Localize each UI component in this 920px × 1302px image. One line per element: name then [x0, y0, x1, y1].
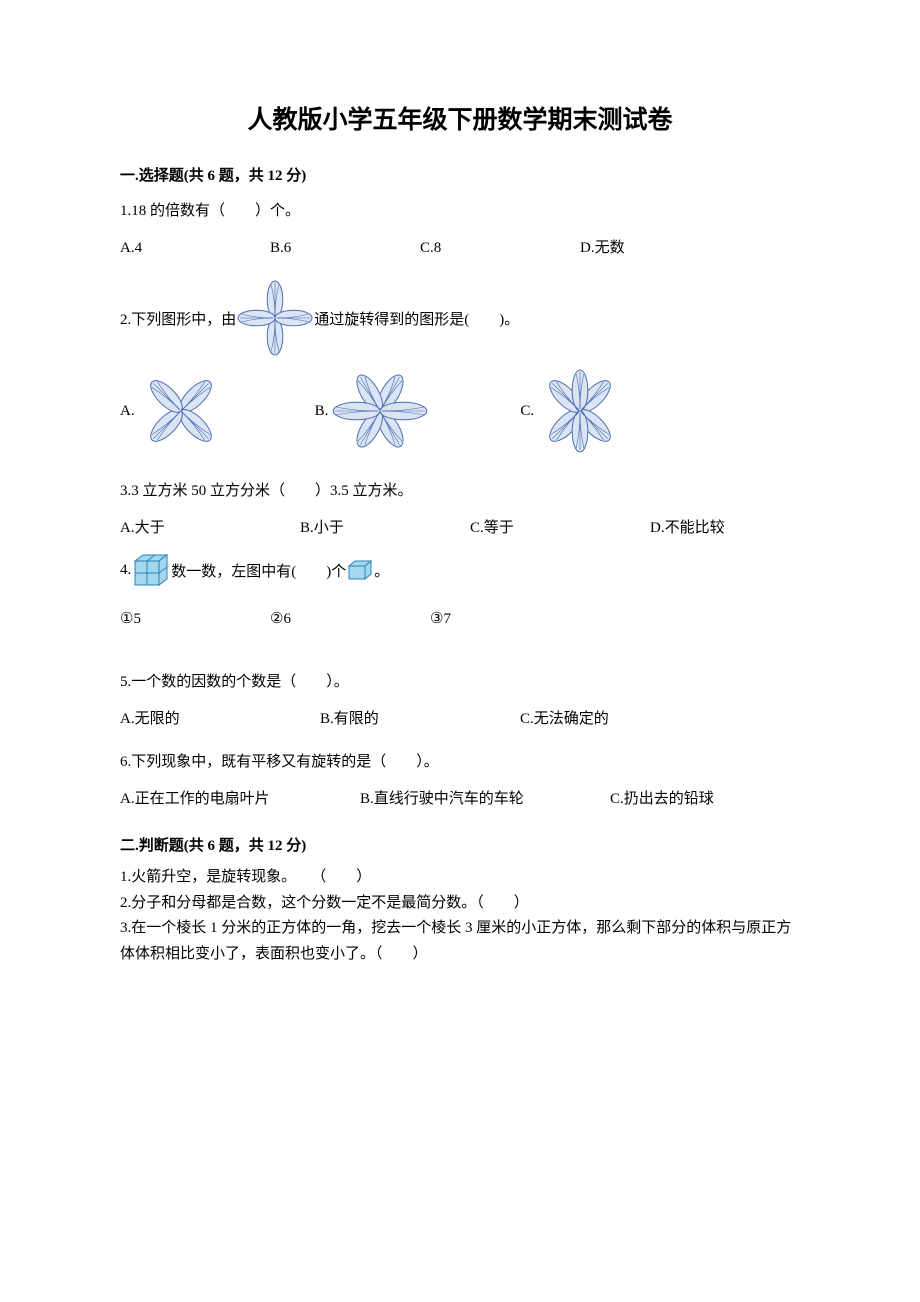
q1-opt-c: C.8	[420, 232, 540, 265]
q3-options: A.大于 B.小于 C.等于 D.不能比较	[120, 512, 800, 545]
q3-opt-c: C.等于	[470, 512, 650, 545]
q2-opt-b: B.	[315, 372, 431, 450]
flower-icon	[137, 367, 225, 455]
q3-opt-d: D.不能比较	[650, 512, 725, 545]
q2-options: A. B	[120, 367, 800, 455]
section-2-header: 二.判断题(共 6 题，共 12 分)	[120, 834, 800, 855]
cube-2x2-icon	[131, 551, 171, 589]
q4-opt-1: ①5	[120, 603, 270, 636]
flower-icon	[236, 279, 314, 357]
q5-text: 5.一个数的因数的个数是（ ）。	[120, 666, 800, 699]
q5-opt-a: A.无限的	[120, 703, 320, 736]
q3-opt-a: A.大于	[120, 512, 300, 545]
q1-text: 1.18 的倍数有（ ）个。	[120, 195, 800, 228]
page-title: 人教版小学五年级下册数学期末测试卷	[120, 100, 800, 136]
q2-row: 2.下列图形中，由 通过旋转得到的图形是( )。	[120, 279, 800, 357]
q4-row: 4. 数一数，左图中有( )个	[120, 551, 800, 589]
q2-opt-c-label: C.	[520, 403, 534, 420]
q4-middle: 数一数，左图中有( )个	[171, 560, 346, 581]
section-1-header: 一.选择题(共 6 题，共 12 分)	[120, 164, 800, 185]
s2-q3: 3.在一个棱长 1 分米的正方体的一角，挖去一个棱长 3 厘米的小正方体，那么剩…	[120, 916, 800, 967]
q5-opt-b: B.有限的	[320, 703, 520, 736]
q6-options: A.正在工作的电扇叶片 B.直线行驶中汽车的车轮 C.扔出去的铅球	[120, 783, 800, 816]
q2-suffix: 通过旋转得到的图形是( )。	[314, 308, 519, 329]
q6-opt-c: C.扔出去的铅球	[610, 783, 714, 816]
q4-prefix: 4.	[120, 562, 131, 579]
q6-text: 6.下列现象中，既有平移又有旋转的是（ ）。	[120, 746, 800, 779]
q5-opt-c: C.无法确定的	[520, 703, 609, 736]
flower-icon	[536, 367, 624, 455]
flower-icon	[330, 372, 430, 450]
q6-opt-a: A.正在工作的电扇叶片	[120, 783, 360, 816]
q2-prefix: 2.下列图形中，由	[120, 308, 236, 329]
q1-opt-a: A.4	[120, 232, 230, 265]
q1-opt-d: D.无数	[580, 232, 625, 265]
cube-small-icon	[346, 558, 374, 582]
q5-options: A.无限的 B.有限的 C.无法确定的	[120, 703, 800, 736]
q1-opt-b: B.6	[270, 232, 380, 265]
q4-suffix: 。	[374, 560, 389, 581]
q3-text: 3.3 立方米 50 立方分米（ ）3.5 立方米。	[120, 475, 800, 508]
s2-q2: 2.分子和分母都是合数，这个分数一定不是最简分数。（ ）	[120, 891, 800, 917]
q3-opt-b: B.小于	[300, 512, 470, 545]
q6-opt-b: B.直线行驶中汽车的车轮	[360, 783, 610, 816]
q1-options: A.4 B.6 C.8 D.无数	[120, 232, 800, 265]
q4-opt-2: ②6	[270, 603, 430, 636]
q2-opt-b-label: B.	[315, 403, 329, 420]
q2-opt-a-label: A.	[120, 403, 135, 420]
q4-opt-3: ③7	[430, 603, 451, 636]
q2-opt-a: A.	[120, 367, 225, 455]
s2-q1: 1.火箭升空，是旋转现象。 （ ）	[120, 865, 800, 891]
q2-opt-c: C.	[520, 367, 624, 455]
q4-options: ①5 ②6 ③7	[120, 603, 800, 636]
